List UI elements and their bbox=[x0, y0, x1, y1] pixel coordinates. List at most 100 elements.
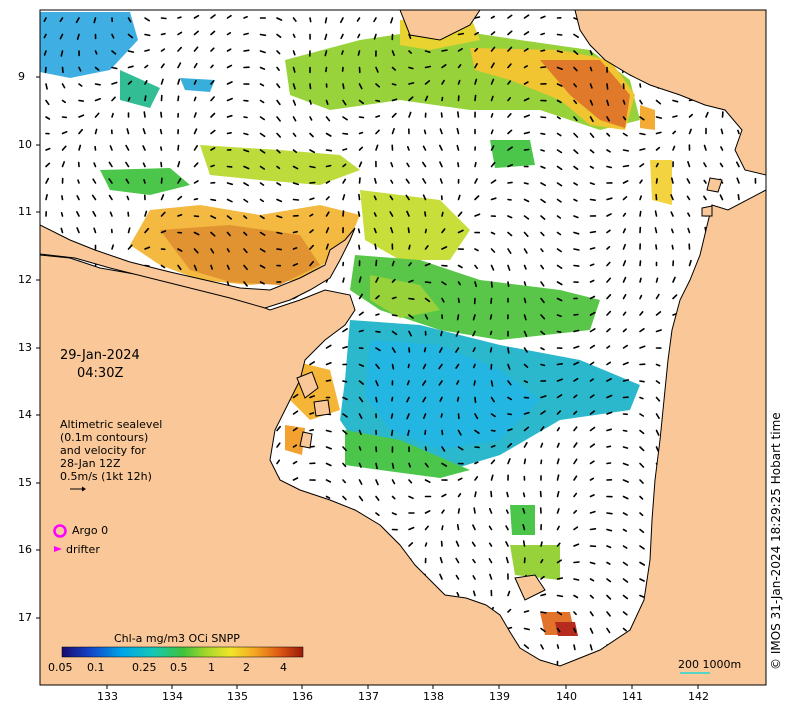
velocity-arrow bbox=[457, 493, 462, 498]
velocity-arrow bbox=[45, 177, 50, 184]
velocity-arrow bbox=[455, 557, 460, 564]
velocity-arrow bbox=[45, 162, 51, 168]
velocity-arrow bbox=[111, 81, 118, 85]
velocity-arrow bbox=[540, 116, 547, 119]
velocity-arrow bbox=[523, 610, 530, 613]
velocity-arrow bbox=[210, 30, 216, 36]
velocity-arrow bbox=[325, 149, 333, 152]
velocity-arrow bbox=[408, 33, 412, 40]
velocity-arrow bbox=[408, 66, 414, 70]
velocity-arrow bbox=[455, 363, 460, 369]
velocity-arrow bbox=[243, 116, 248, 119]
velocity-arrow bbox=[143, 111, 146, 118]
velocity-arrow bbox=[424, 80, 431, 85]
velocity-arrow bbox=[606, 293, 612, 300]
velocity-arrow bbox=[421, 161, 427, 168]
velocity-arrow bbox=[589, 83, 593, 89]
velocity-arrow bbox=[606, 83, 609, 90]
velocity-arrow bbox=[292, 17, 297, 22]
velocity-arrow bbox=[259, 99, 265, 104]
velocity-arrow bbox=[325, 462, 332, 467]
velocity-arrow bbox=[441, 446, 446, 452]
velocity-arrow bbox=[556, 394, 563, 399]
velocity-arrow bbox=[391, 260, 395, 267]
velocity-arrow bbox=[474, 491, 477, 498]
velocity-arrow bbox=[259, 182, 265, 186]
velocity-arrow bbox=[639, 528, 645, 534]
velocity-arrow bbox=[589, 182, 596, 185]
velocity-arrow bbox=[589, 99, 594, 106]
velocity-arrow bbox=[589, 644, 593, 651]
velocity-arrow bbox=[490, 281, 493, 288]
velocity-arrow bbox=[309, 260, 315, 267]
velocity-arrow bbox=[507, 129, 513, 135]
velocity-arrow bbox=[391, 462, 395, 469]
velocity-arrow bbox=[125, 178, 130, 184]
velocity-arrow bbox=[606, 261, 611, 267]
x-tick: 142 bbox=[688, 690, 709, 703]
velocity-arrow bbox=[160, 111, 163, 118]
velocity-arrow bbox=[441, 79, 445, 85]
y-tick: 17 bbox=[18, 611, 32, 624]
velocity-arrow bbox=[556, 559, 563, 564]
velocity-arrow bbox=[276, 182, 282, 186]
velocity-arrow bbox=[391, 347, 396, 354]
velocity-arrow bbox=[589, 410, 596, 415]
velocity-arrow bbox=[589, 561, 596, 565]
velocity-arrow bbox=[424, 525, 429, 531]
velocity-arrow bbox=[390, 162, 394, 168]
velocity-arrow bbox=[589, 230, 597, 234]
velocity-arrow bbox=[556, 50, 564, 54]
velocity-arrow bbox=[622, 578, 629, 583]
velocity-arrow bbox=[276, 231, 283, 235]
velocity-arrow bbox=[573, 561, 580, 564]
velocity-arrow bbox=[490, 380, 494, 387]
velocity-arrow bbox=[687, 227, 691, 234]
y-tick: 15 bbox=[18, 476, 32, 489]
velocity-arrow bbox=[292, 230, 298, 234]
velocity-arrow bbox=[556, 474, 560, 481]
velocity-arrow bbox=[490, 413, 496, 418]
velocity-arrow bbox=[93, 17, 97, 24]
velocity-arrow bbox=[391, 512, 397, 516]
velocity-arrow bbox=[573, 578, 580, 581]
colorbar-tick: 0.25 bbox=[132, 661, 157, 674]
velocity-arrow bbox=[94, 66, 100, 71]
velocity-arrow bbox=[424, 262, 431, 267]
velocity-arrow bbox=[177, 31, 183, 36]
velocity-arrow bbox=[507, 146, 513, 151]
velocity-arrow bbox=[654, 227, 658, 234]
velocity-arrow bbox=[44, 66, 47, 74]
velocity-arrow bbox=[507, 347, 510, 354]
velocity-arrow bbox=[177, 46, 182, 52]
velocity-arrow bbox=[390, 413, 394, 419]
x-tick: 135 bbox=[227, 690, 248, 703]
velocity-arrow bbox=[441, 509, 445, 514]
velocity-arrow bbox=[556, 215, 562, 219]
velocity-arrow bbox=[473, 507, 476, 514]
velocity-arrow bbox=[309, 165, 316, 169]
velocity-arrow bbox=[358, 161, 363, 168]
velocity-arrow bbox=[655, 396, 661, 402]
velocity-arrow bbox=[375, 83, 381, 88]
velocity-arrow bbox=[573, 394, 578, 399]
y-tick: 16 bbox=[18, 543, 32, 556]
velocity-arrow bbox=[589, 594, 594, 599]
velocity-arrow bbox=[127, 96, 131, 102]
velocity-arrow bbox=[523, 182, 529, 185]
velocity-arrow bbox=[507, 113, 512, 118]
colorbar-tick: 0.1 bbox=[87, 661, 105, 674]
velocity-arrow bbox=[193, 112, 197, 118]
velocity-arrow bbox=[622, 196, 628, 201]
velocity-arrow bbox=[210, 14, 216, 19]
velocity-arrow bbox=[407, 363, 410, 369]
velocity-arrow bbox=[507, 380, 512, 386]
colorbar-tick: 2 bbox=[243, 661, 250, 674]
legend-line-4: 28-Jan 12Z bbox=[60, 457, 121, 470]
velocity-arrow bbox=[606, 165, 613, 169]
velocity-arrow bbox=[43, 50, 47, 56]
velocity-arrow bbox=[111, 112, 114, 118]
velocity-arrow bbox=[523, 264, 527, 270]
velocity-arrow bbox=[622, 293, 627, 300]
velocity-arrow bbox=[540, 15, 546, 19]
